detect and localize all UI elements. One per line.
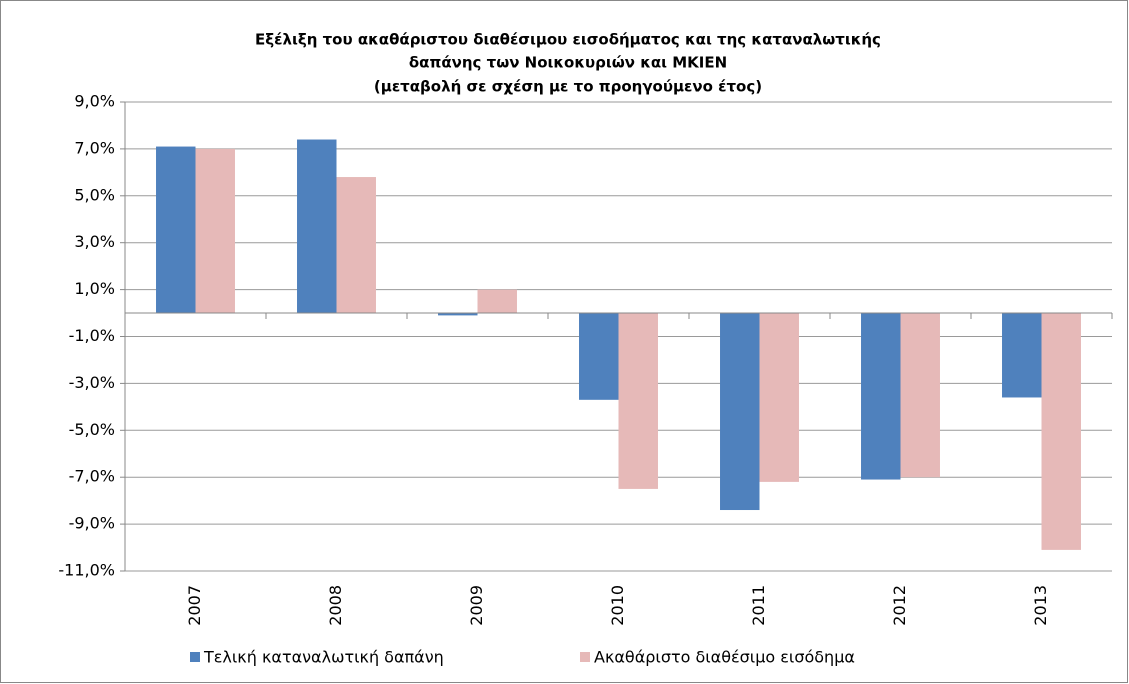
x-tick-label: 2007 <box>185 585 204 626</box>
legend-label: Ακαθάριστο διαθέσιμο εισόδημα <box>594 648 855 667</box>
legend-label: Τελική καταναλωτική δαπάνη <box>203 648 444 667</box>
bar <box>477 289 517 314</box>
bar <box>900 313 940 478</box>
x-tick-label: 2013 <box>1031 585 1050 626</box>
y-tick-label: -3,0% <box>69 373 115 392</box>
bar <box>861 313 901 480</box>
x-tick-label: 2008 <box>326 585 345 626</box>
y-tick-label: -7,0% <box>69 467 115 486</box>
x-tick-label: 2010 <box>608 585 627 626</box>
bar <box>195 148 235 314</box>
chart-title: δαπάνης των Νοικοκυριών και ΜΚΙΕΝ <box>409 54 727 72</box>
bar <box>759 313 799 482</box>
bar <box>336 177 376 314</box>
x-tick-label: 2011 <box>749 585 768 626</box>
bar <box>1041 313 1081 550</box>
y-tick-label: 5,0% <box>74 185 115 204</box>
chart-title: (μεταβολή σε σχέση με το προηγούμενο έτο… <box>374 78 762 96</box>
bar <box>156 146 196 314</box>
bar <box>297 139 337 314</box>
y-tick-label: 7,0% <box>74 138 115 157</box>
x-tick-label: 2009 <box>467 585 486 626</box>
bar <box>618 313 658 489</box>
y-tick-label: -11,0% <box>58 561 115 580</box>
bar <box>579 313 619 400</box>
bar <box>720 313 760 511</box>
y-tick-label: -9,0% <box>69 514 115 533</box>
bar <box>1002 313 1042 398</box>
y-tick-label: 9,0% <box>74 92 115 111</box>
legend-swatch <box>190 652 200 662</box>
y-tick-label: 1,0% <box>74 279 115 298</box>
legend-swatch <box>580 652 590 662</box>
x-tick-label: 2012 <box>890 585 909 626</box>
y-tick-label: -5,0% <box>69 420 115 439</box>
y-tick-label: 3,0% <box>74 232 115 251</box>
y-tick-label: -1,0% <box>69 326 115 345</box>
bar <box>438 313 478 316</box>
chart-title: Εξέλιξη του ακαθάριστου διαθέσιμου εισοδ… <box>255 31 881 49</box>
